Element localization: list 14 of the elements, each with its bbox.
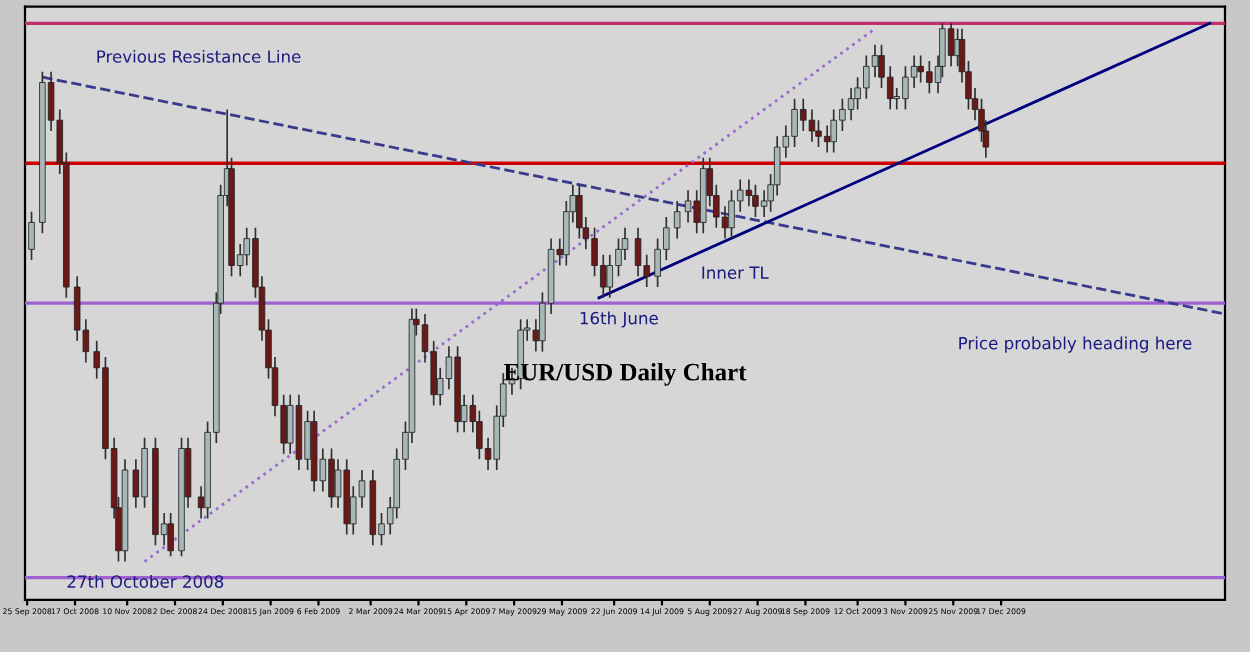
candlestick	[286, 393, 294, 455]
annotation: Previous Resistance Line	[97, 49, 301, 63]
candlestick	[808, 108, 816, 143]
annotation: Inner TL	[702, 266, 769, 279]
annotation: 16th June	[580, 311, 658, 328]
candlestick	[823, 124, 831, 154]
candlestick	[673, 200, 681, 240]
candlestick	[167, 512, 174, 557]
candlestick	[606, 253, 614, 299]
candlestick	[28, 210, 35, 261]
candlestick	[634, 226, 642, 278]
annotation: Price probably heading here	[959, 336, 1192, 353]
candlestick	[684, 189, 692, 224]
candlestick	[947, 22, 955, 68]
